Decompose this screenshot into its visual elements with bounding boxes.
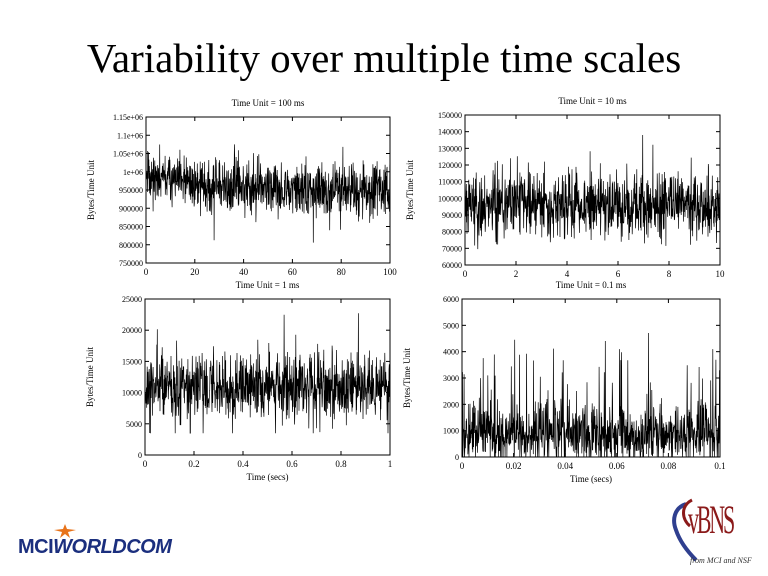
x-tick-label: 80 (337, 267, 347, 277)
y-tick-label: 20000 (122, 326, 142, 335)
x-tick-label: 4 (565, 269, 570, 279)
y-tick-label: 1.05e+06 (113, 150, 143, 159)
x-tick-label: 60 (288, 267, 298, 277)
chart-title: Time Unit = 0.1 ms (556, 280, 627, 290)
y-axis-label: Bytes/Time Unit (405, 160, 415, 220)
y-tick-label: 60000 (442, 261, 462, 270)
y-tick-label: 1000 (443, 427, 459, 436)
x-tick-label: 20 (190, 267, 200, 277)
x-axis-label: Time (secs) (247, 472, 289, 482)
chart-title: Time Unit = 1 ms (236, 280, 300, 290)
y-tick-label: 120000 (438, 161, 462, 170)
x-tick-label: 2 (514, 269, 519, 279)
x-tick-label: 0.2 (188, 459, 199, 469)
y-tick-label: 5000 (126, 420, 142, 429)
x-tick-label: 0.8 (335, 459, 347, 469)
y-axis-label: Bytes/Time Unit (85, 347, 95, 407)
y-tick-label: 0 (455, 453, 459, 462)
y-tick-label: 900000 (119, 204, 143, 213)
x-tick-label: 10 (716, 269, 726, 279)
mci-wordmark: MCIWORLDCOM (18, 536, 172, 559)
vbns-swoosh-icon (672, 498, 698, 562)
x-tick-label: 6 (616, 269, 621, 279)
x-tick-label: 0.4 (237, 459, 249, 469)
y-tick-label: 100000 (438, 194, 462, 203)
y-tick-label: 2000 (443, 400, 459, 409)
vbns-tagline: from MCI and NSF (690, 556, 752, 565)
y-tick-label: 90000 (442, 211, 462, 220)
x-tick-label: 0 (144, 267, 149, 277)
plot-frame (144, 298, 391, 456)
y-tick-label: 1e+06 (123, 168, 143, 177)
chart-title: Time Unit = 10 ms (558, 96, 627, 106)
x-tick-label: 0.04 (557, 461, 573, 471)
chart-title: Time Unit = 100 ms (232, 98, 305, 108)
x-axis-label: Time (secs) (570, 474, 612, 484)
x-tick-label: 0.02 (506, 461, 522, 471)
y-tick-label: 25000 (122, 295, 142, 304)
y-tick-label: 6000 (443, 295, 459, 304)
y-tick-label: 15000 (122, 357, 142, 366)
series-line-1 (461, 332, 721, 459)
y-tick-label: 80000 (442, 228, 462, 237)
star-icon (54, 524, 76, 538)
chart-panel-4: Time Unit = 0.1 ms 0 0.02 0.04 0.06 0.08 0.1 0 1… (402, 280, 726, 484)
chart-panel-2: Time Unit = 10 ms 0 2 4 6 8 10 60000 70000 80000 9… (405, 96, 725, 279)
x-tick-label: 100 (383, 267, 397, 277)
y-tick-label: 1.15e+06 (113, 113, 143, 122)
x-tick-label: 1 (388, 459, 393, 469)
chart-panel-1: Time Unit = 100 ms 0 20 40 60 80 100 750000 8000… (86, 98, 397, 277)
series-line-1 (145, 144, 391, 243)
mci-worldcom-logo: MCIWORLDCOM (18, 524, 203, 564)
y-axis-label: Bytes/Time Unit (402, 348, 412, 408)
slide-title: Variability over multiple time scales (86, 35, 682, 81)
plot-frame (464, 114, 721, 266)
vbns-logo: vBNS from MCI and NSF (664, 492, 764, 572)
y-tick-label: 750000 (119, 259, 143, 268)
mci-word-2: WORLDCOM (53, 536, 172, 558)
mci-word-1: MCI (18, 536, 54, 558)
y-tick-label: 110000 (438, 178, 462, 187)
x-tick-label: 0 (460, 461, 465, 471)
chart-panel-3: Time Unit = 1 ms 0 0.2 0.4 0.6 0.8 1 0 5000 10000… (85, 280, 392, 482)
y-tick-label: 3000 (443, 374, 459, 383)
x-tick-label: 40 (239, 267, 249, 277)
y-tick-label: 70000 (442, 244, 462, 253)
y-tick-label: 130000 (438, 144, 462, 153)
y-tick-label: 10000 (122, 389, 142, 398)
y-tick-label: 0 (138, 451, 142, 460)
series-line-1 (144, 313, 391, 434)
x-tick-label: 0.6 (286, 459, 298, 469)
y-tick-label: 4000 (443, 348, 459, 357)
vbns-wordmark: vBNS (688, 497, 735, 542)
y-tick-label: 140000 (438, 128, 462, 137)
y-tick-label: 800000 (119, 241, 143, 250)
y-tick-label: 850000 (119, 223, 143, 232)
x-tick-label: 0.08 (661, 461, 677, 471)
y-axis-label: Bytes/Time Unit (86, 160, 96, 220)
y-tick-label: 5000 (443, 321, 459, 330)
y-tick-label: 1.1e+06 (117, 131, 143, 140)
x-tick-label: 0.06 (609, 461, 625, 471)
y-tick-label: 150000 (438, 111, 462, 120)
series-line-1 (464, 134, 721, 250)
y-tick-label: 950000 (119, 186, 143, 195)
x-tick-label: 8 (667, 269, 672, 279)
x-tick-label: 0 (463, 269, 468, 279)
x-tick-label: 0.1 (714, 461, 725, 471)
x-tick-label: 0 (143, 459, 148, 469)
